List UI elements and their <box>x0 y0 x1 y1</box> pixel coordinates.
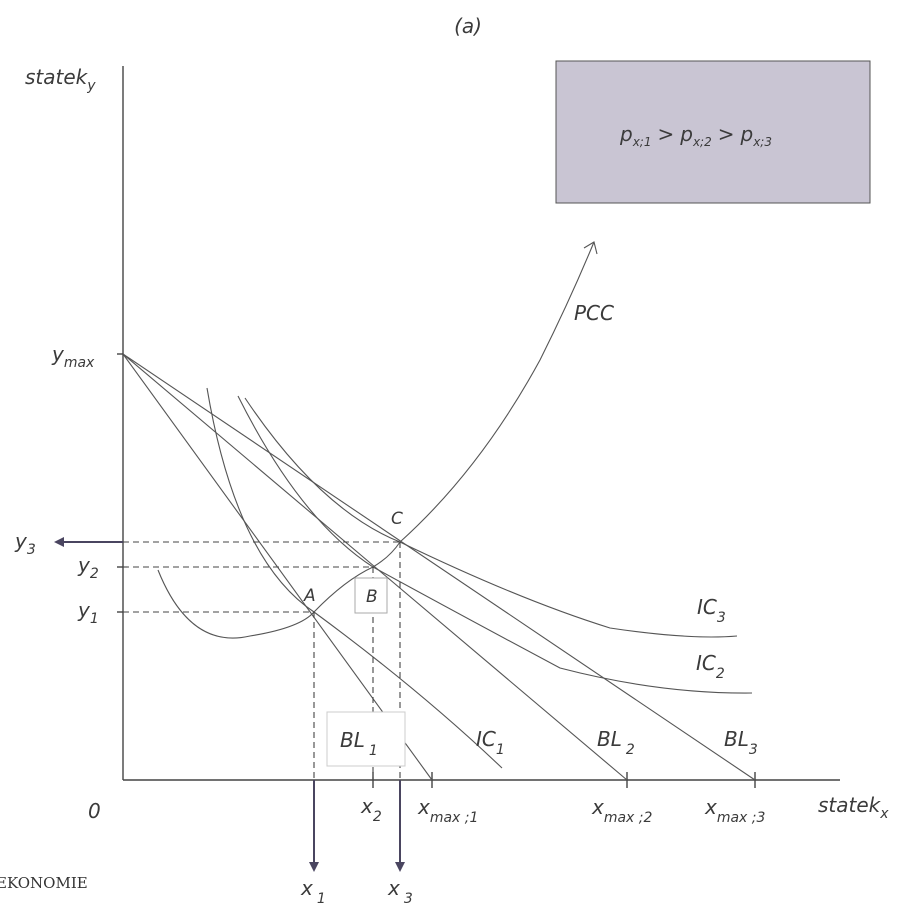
y1-label: y1 <box>77 598 99 627</box>
budget-line-2 <box>122 353 628 781</box>
point-a-label: A <box>303 586 316 606</box>
ymax-label: ymax <box>51 342 95 371</box>
price-relation-text: px;1 > px;2 > px;3 <box>619 122 772 149</box>
ic3-label: IC3 <box>697 595 726 626</box>
x2-label: x2 <box>360 794 382 825</box>
price-relation-box <box>555 60 871 204</box>
point-c-label: C <box>391 509 403 529</box>
x-axis-label: statekx <box>818 793 889 822</box>
pcc-arrowhead <box>583 241 598 255</box>
bl1-label-box <box>326 711 406 767</box>
footer-text: EKONOMIE <box>0 874 88 892</box>
origin-label: 0 <box>88 799 101 823</box>
bl2-label: BL 2 <box>597 727 635 758</box>
point-b-box <box>354 577 388 614</box>
xmax2-label: xmax ;2 <box>591 795 653 826</box>
xmax3-label: xmax ;3 <box>704 795 765 826</box>
xmax1-label: xmax ;1 <box>417 795 478 826</box>
ic2-label: IC2 <box>696 651 725 682</box>
ic1-label: IC1 <box>476 727 505 758</box>
y-axis-label: stateky <box>25 65 96 94</box>
indifference-curve-2 <box>237 395 753 694</box>
indifference-curve-3 <box>244 397 738 638</box>
bl3-label: BL3 <box>724 727 758 758</box>
y3-label: y3 <box>14 529 36 558</box>
budget-line-3 <box>122 353 756 781</box>
bl1-label: BL 1 <box>340 728 378 759</box>
y2-label: y2 <box>77 553 99 582</box>
chart-title: (a) <box>454 14 482 38</box>
pcc-label: PCC <box>574 301 614 325</box>
price-consumption-curve <box>157 241 595 639</box>
point-b-label: B <box>366 587 378 607</box>
